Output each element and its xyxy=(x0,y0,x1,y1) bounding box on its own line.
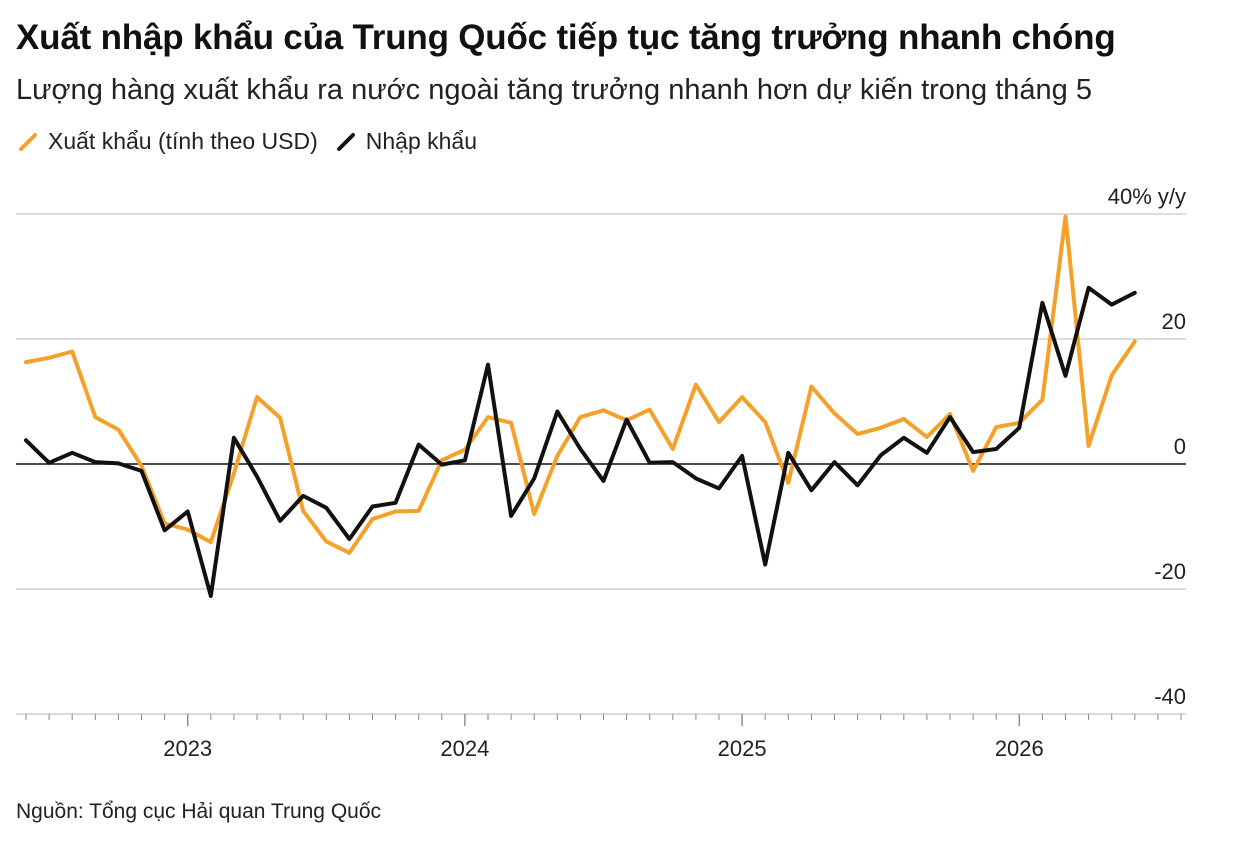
y-tick-label: -20 xyxy=(1154,559,1186,584)
y-tick-label: -40 xyxy=(1154,684,1186,709)
x-tick-label: 2026 xyxy=(995,736,1044,761)
chart-title: Xuất nhập khẩu của Trung Quốc tiếp tục t… xyxy=(16,18,1116,57)
chart-subtitle: Lượng hàng xuất khẩu ra nước ngoài tăng … xyxy=(16,74,1092,106)
legend-imports-label: Nhập khẩu xyxy=(365,128,478,154)
x-tick-label: 2025 xyxy=(718,736,767,761)
source-note: Nguồn: Tổng cục Hải quan Trung Quốc xyxy=(16,800,382,823)
line-chart: 40% y/y 20 0 -20 -40 2023 2024 2025 2026 xyxy=(16,184,1186,761)
legend-item-imports: Nhập khẩu xyxy=(336,128,477,155)
y-tick-label: 20 xyxy=(1162,309,1186,334)
legend-exports-label: Xuất khẩu (tính theo USD) xyxy=(48,128,318,154)
legend-item-exports: Xuất khẩu (tính theo USD) xyxy=(18,128,318,155)
exports-line-icon xyxy=(18,132,38,152)
legend: Xuất khẩu (tính theo USD) Nhập khẩu xyxy=(18,128,495,155)
y-tick-label: 0 xyxy=(1174,434,1186,459)
x-tick-label: 2023 xyxy=(163,736,212,761)
x-tick-label: 2024 xyxy=(440,736,489,761)
series-line-exports xyxy=(24,214,1137,555)
series-line-imports xyxy=(24,285,1137,598)
imports-line-icon xyxy=(336,132,356,152)
y-tick-label: 40% y/y xyxy=(1108,184,1186,209)
